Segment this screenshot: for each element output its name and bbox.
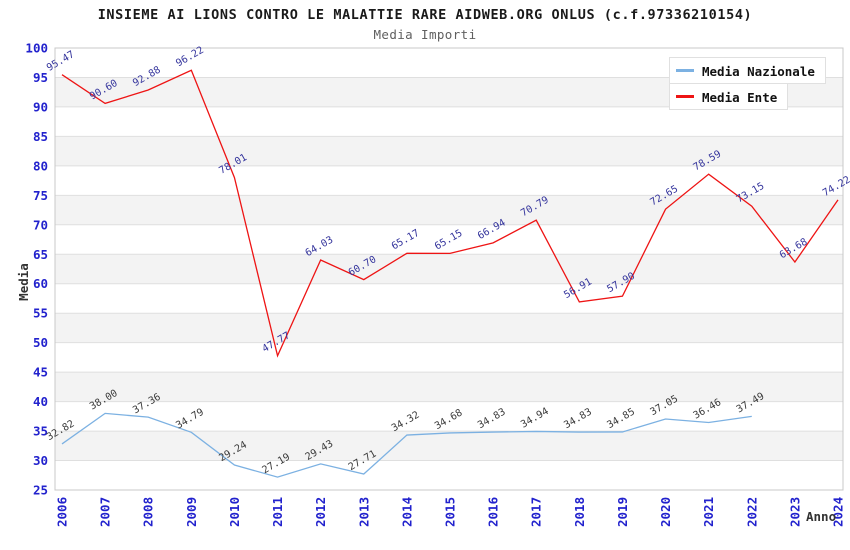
legend-item-media-nazionale[interactable]: Media Nazionale bbox=[669, 57, 826, 84]
y-tick-label: 90 bbox=[33, 99, 48, 114]
ente-line-swatch-icon bbox=[676, 95, 694, 98]
value-label-media-nazionale: 34.83 bbox=[476, 407, 508, 432]
legend-label-media-ente: Media Ente bbox=[702, 90, 778, 105]
legend: Media Nazionale Media Ente bbox=[669, 57, 826, 110]
plot-border bbox=[54, 47, 844, 491]
x-tick-label: 2024 bbox=[831, 497, 846, 527]
y-axis-title: Media bbox=[16, 263, 31, 301]
chart-title: INSIEME AI LIONS CONTRO LE MALATTIE RARE… bbox=[97, 7, 753, 23]
y-tick-label: 35 bbox=[33, 424, 48, 439]
x-tick-label: 2011 bbox=[270, 497, 285, 527]
y-tick-label: 55 bbox=[33, 306, 48, 321]
value-label-media-nazionale: 34.32 bbox=[390, 410, 422, 435]
chart-subtitle: Media Importi bbox=[373, 27, 477, 42]
x-tick-label: 2009 bbox=[184, 497, 199, 527]
y-tick-label: 25 bbox=[33, 483, 48, 498]
value-label-media-ente: 96.22 bbox=[174, 45, 206, 70]
x-tick-label: 2020 bbox=[658, 497, 673, 527]
plot-band bbox=[55, 254, 843, 284]
x-tick-label: 2010 bbox=[227, 497, 242, 527]
y-tick-label: 70 bbox=[33, 217, 48, 232]
nazionale-line-swatch-icon bbox=[676, 69, 694, 72]
value-label-media-nazionale: 34.85 bbox=[605, 406, 637, 431]
x-tick-label: 2012 bbox=[313, 497, 328, 527]
x-tick-label: 2017 bbox=[529, 497, 544, 527]
x-tick-label: 2018 bbox=[572, 497, 587, 527]
x-tick-label: 2007 bbox=[98, 497, 113, 527]
series-line-media-nazionale[interactable] bbox=[61, 412, 752, 478]
y-tick-label: 50 bbox=[33, 335, 48, 350]
x-tick-label: 2008 bbox=[141, 497, 156, 527]
x-tick-label: 2015 bbox=[443, 497, 458, 527]
y-tick-label: 80 bbox=[33, 158, 48, 173]
y-tick-label: 75 bbox=[33, 188, 48, 203]
value-label-media-nazionale: 34.83 bbox=[562, 407, 594, 432]
y-tick-label: 45 bbox=[33, 365, 48, 380]
y-tick-label: 95 bbox=[33, 70, 48, 85]
x-axis-title: Anno bbox=[806, 509, 837, 524]
plot-band bbox=[55, 372, 843, 402]
x-tick-label: 2016 bbox=[486, 497, 501, 527]
x-tick-label: 2022 bbox=[744, 497, 759, 527]
y-tick-label: 85 bbox=[33, 129, 48, 144]
x-tick-label: 2023 bbox=[787, 497, 802, 527]
y-tick-label: 60 bbox=[33, 276, 48, 291]
value-label-media-nazionale: 34.94 bbox=[519, 406, 551, 431]
value-label-media-ente: 65.15 bbox=[433, 228, 465, 253]
plot-band bbox=[55, 313, 843, 343]
y-tick-label: 30 bbox=[33, 453, 48, 468]
x-tick-label: 2013 bbox=[356, 497, 371, 527]
value-label-media-nazionale: 34.68 bbox=[433, 407, 465, 432]
value-label-media-ente: 65.17 bbox=[390, 228, 422, 253]
y-tick-label: 100 bbox=[25, 41, 48, 56]
x-tick-label: 2014 bbox=[399, 497, 414, 527]
plot-band bbox=[55, 136, 843, 166]
y-tick-label: 65 bbox=[33, 247, 48, 262]
x-tick-label: 2021 bbox=[701, 497, 716, 527]
value-label-media-ente: 95.47 bbox=[45, 49, 77, 74]
plot-band bbox=[55, 431, 843, 461]
legend-label-media-nazionale: Media Nazionale bbox=[702, 64, 815, 79]
legend-item-media-ente[interactable]: Media Ente bbox=[669, 83, 789, 110]
value-label-media-nazionale: 34.79 bbox=[174, 407, 206, 432]
x-tick-label: 2006 bbox=[55, 497, 70, 527]
plot-band bbox=[55, 195, 843, 225]
series-line-media-ente[interactable] bbox=[61, 69, 839, 358]
y-tick-label: 40 bbox=[33, 394, 48, 409]
x-tick-label: 2019 bbox=[615, 497, 630, 527]
